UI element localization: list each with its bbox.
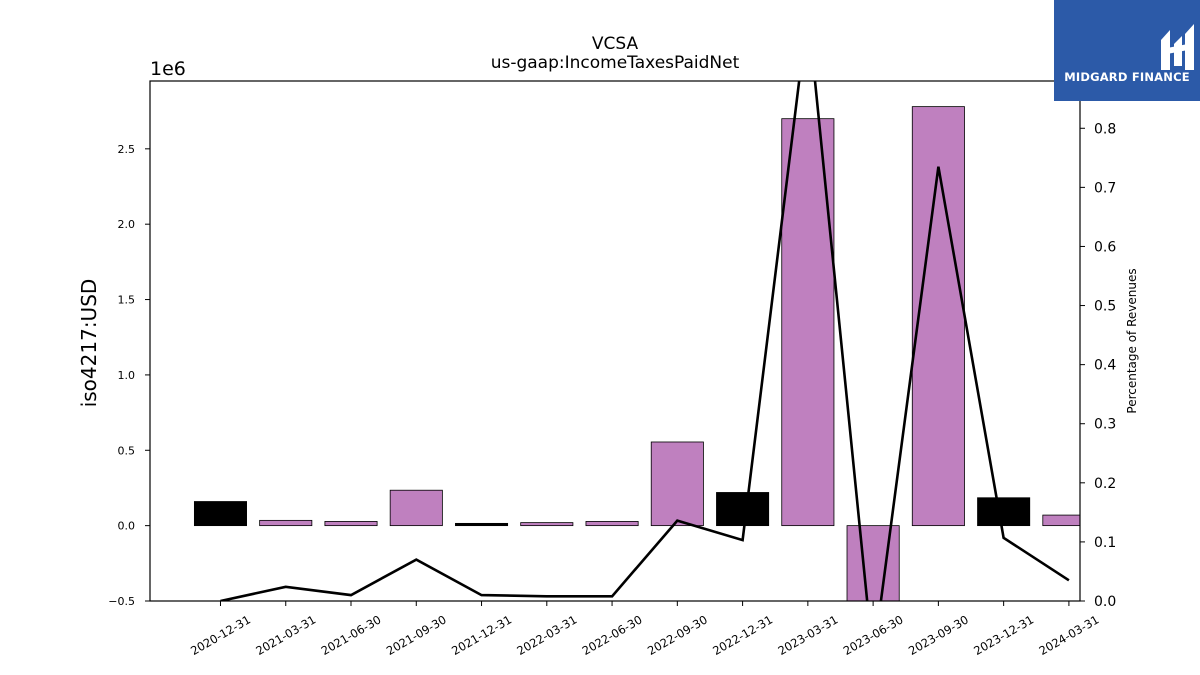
x-tick-label: 2023-09-30 xyxy=(906,612,971,658)
y2-tick-label: 0.4 xyxy=(1094,358,1116,374)
x-tick-label: 2020-12-31 xyxy=(188,612,253,658)
bar-layer xyxy=(193,106,1080,601)
bar-2024-03-31 xyxy=(1042,514,1080,527)
y2-tick-label: 0.5 xyxy=(1094,299,1116,315)
bar-2022-06-30 xyxy=(585,521,639,527)
x-tick-label: 2022-09-30 xyxy=(645,612,710,658)
chart-title: VCSA xyxy=(592,34,639,54)
bar-2022-03-31 xyxy=(520,522,574,527)
bar-2023-12-31 xyxy=(977,497,1031,527)
y2-tick-label: 0.2 xyxy=(1094,476,1116,492)
y-tick-label: 0.0 xyxy=(118,520,136,533)
x-tick-label: 2021-06-30 xyxy=(319,612,384,658)
y2-tick-label: 0.7 xyxy=(1094,180,1116,196)
y2-axis-label: Percentage of Revenues xyxy=(1125,268,1139,413)
percentage-line xyxy=(220,81,1070,601)
bar-2021-09-30 xyxy=(389,489,443,527)
y2-tick-label: 0.8 xyxy=(1094,121,1116,137)
bar-2021-06-30 xyxy=(324,521,378,527)
x-tick-label: 2021-12-31 xyxy=(449,612,514,658)
y-tick-label: 2.0 xyxy=(118,218,136,231)
x-tick-label: 2022-03-31 xyxy=(514,612,579,658)
y2-tick-label: 0.3 xyxy=(1094,417,1116,433)
y2-tick-label: 0.0 xyxy=(1094,594,1116,610)
x-tick-label: 2023-06-30 xyxy=(841,612,906,658)
y2-tick-label: 0.1 xyxy=(1094,535,1116,551)
x-tick-label: 2021-03-31 xyxy=(253,612,318,658)
y-tick-label: 2.5 xyxy=(118,143,136,156)
x-tick-label: 2024-03-31 xyxy=(1037,612,1102,658)
y-offset-text: 1e6 xyxy=(150,58,186,80)
right-axis: 0.0 0.1 0.2 0.3 0.4 0.5 0.6 0.7 0.8 xyxy=(1080,121,1116,610)
midgard-finance-logo: MIDGARD FINANCE xyxy=(1054,0,1200,101)
y-tick-label: 1.0 xyxy=(118,369,136,382)
y-tick-label: 1.5 xyxy=(118,294,136,307)
x-tick-label: 2022-12-31 xyxy=(710,612,775,658)
bar-2023-06-30 xyxy=(846,525,900,601)
x-axis: 2020-12-31 2021-03-31 2021-06-30 2021-09-30… xyxy=(188,601,1101,658)
bar-2021-03-31 xyxy=(259,519,313,527)
bar-2022-12-31 xyxy=(716,492,770,527)
x-tick-label: 2022-06-30 xyxy=(580,612,645,658)
y-tick-label: −0.5 xyxy=(108,595,135,608)
x-tick-label: 2021-09-30 xyxy=(384,612,449,658)
plot-frame xyxy=(149,80,1081,602)
y-tick-label: 0.5 xyxy=(118,444,136,457)
logo-mark-icon xyxy=(1161,24,1194,70)
line-layer xyxy=(220,81,1070,601)
left-axis: −0.5 0.0 0.5 1.0 1.5 2.0 2.5 xyxy=(108,143,150,608)
x-tick-label: 2023-12-31 xyxy=(971,612,1036,658)
bar-2020-12-31 xyxy=(193,501,247,527)
bar-2022-09-30 xyxy=(650,441,704,527)
y2-tick-label: 0.6 xyxy=(1094,239,1116,255)
bar-2021-12-31 xyxy=(455,522,509,527)
y-axis-label: iso4217:USD xyxy=(77,279,101,408)
logo-text: MIDGARD FINANCE xyxy=(1064,70,1190,84)
chart-subtitle: us-gaap:IncomeTaxesPaidNet xyxy=(491,53,740,73)
x-tick-label: 2023-03-31 xyxy=(775,612,840,658)
